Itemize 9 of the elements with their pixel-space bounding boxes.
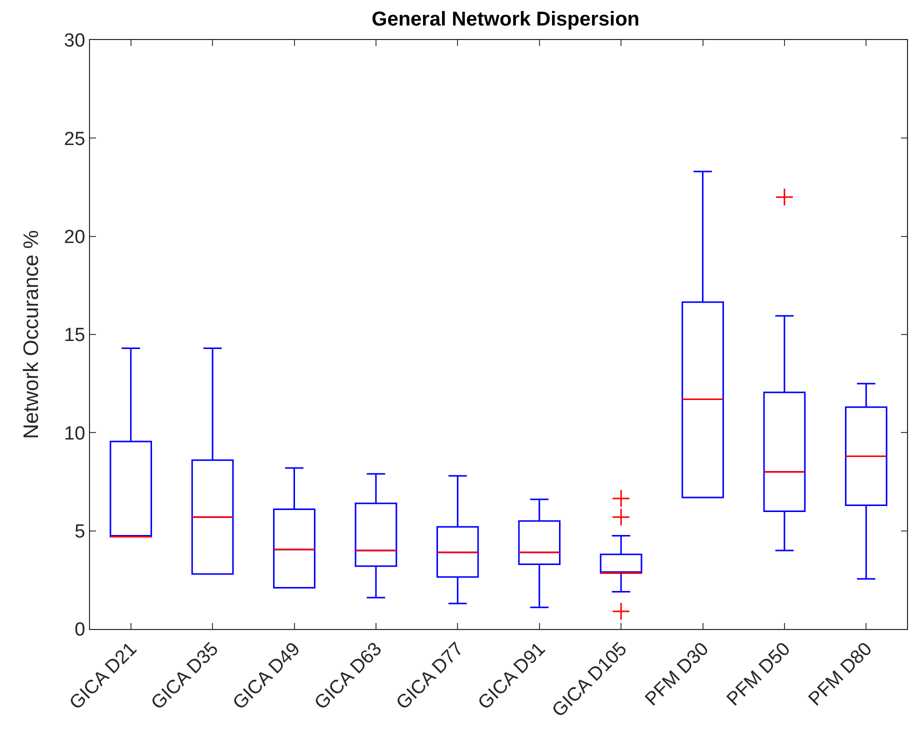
chart-title: General Network Dispersion — [372, 8, 640, 30]
y-tick-label: 0 — [74, 620, 86, 641]
y-tick-label: 15 — [64, 325, 86, 346]
y-tick-label: 5 — [74, 521, 86, 542]
y-tick-label: 25 — [64, 128, 86, 150]
y-axis-title: Network Occurance % — [20, 230, 43, 439]
y-tick-label: 20 — [64, 226, 86, 248]
y-tick-label: 30 — [64, 30, 86, 52]
y-tick-label: 10 — [64, 423, 86, 444]
